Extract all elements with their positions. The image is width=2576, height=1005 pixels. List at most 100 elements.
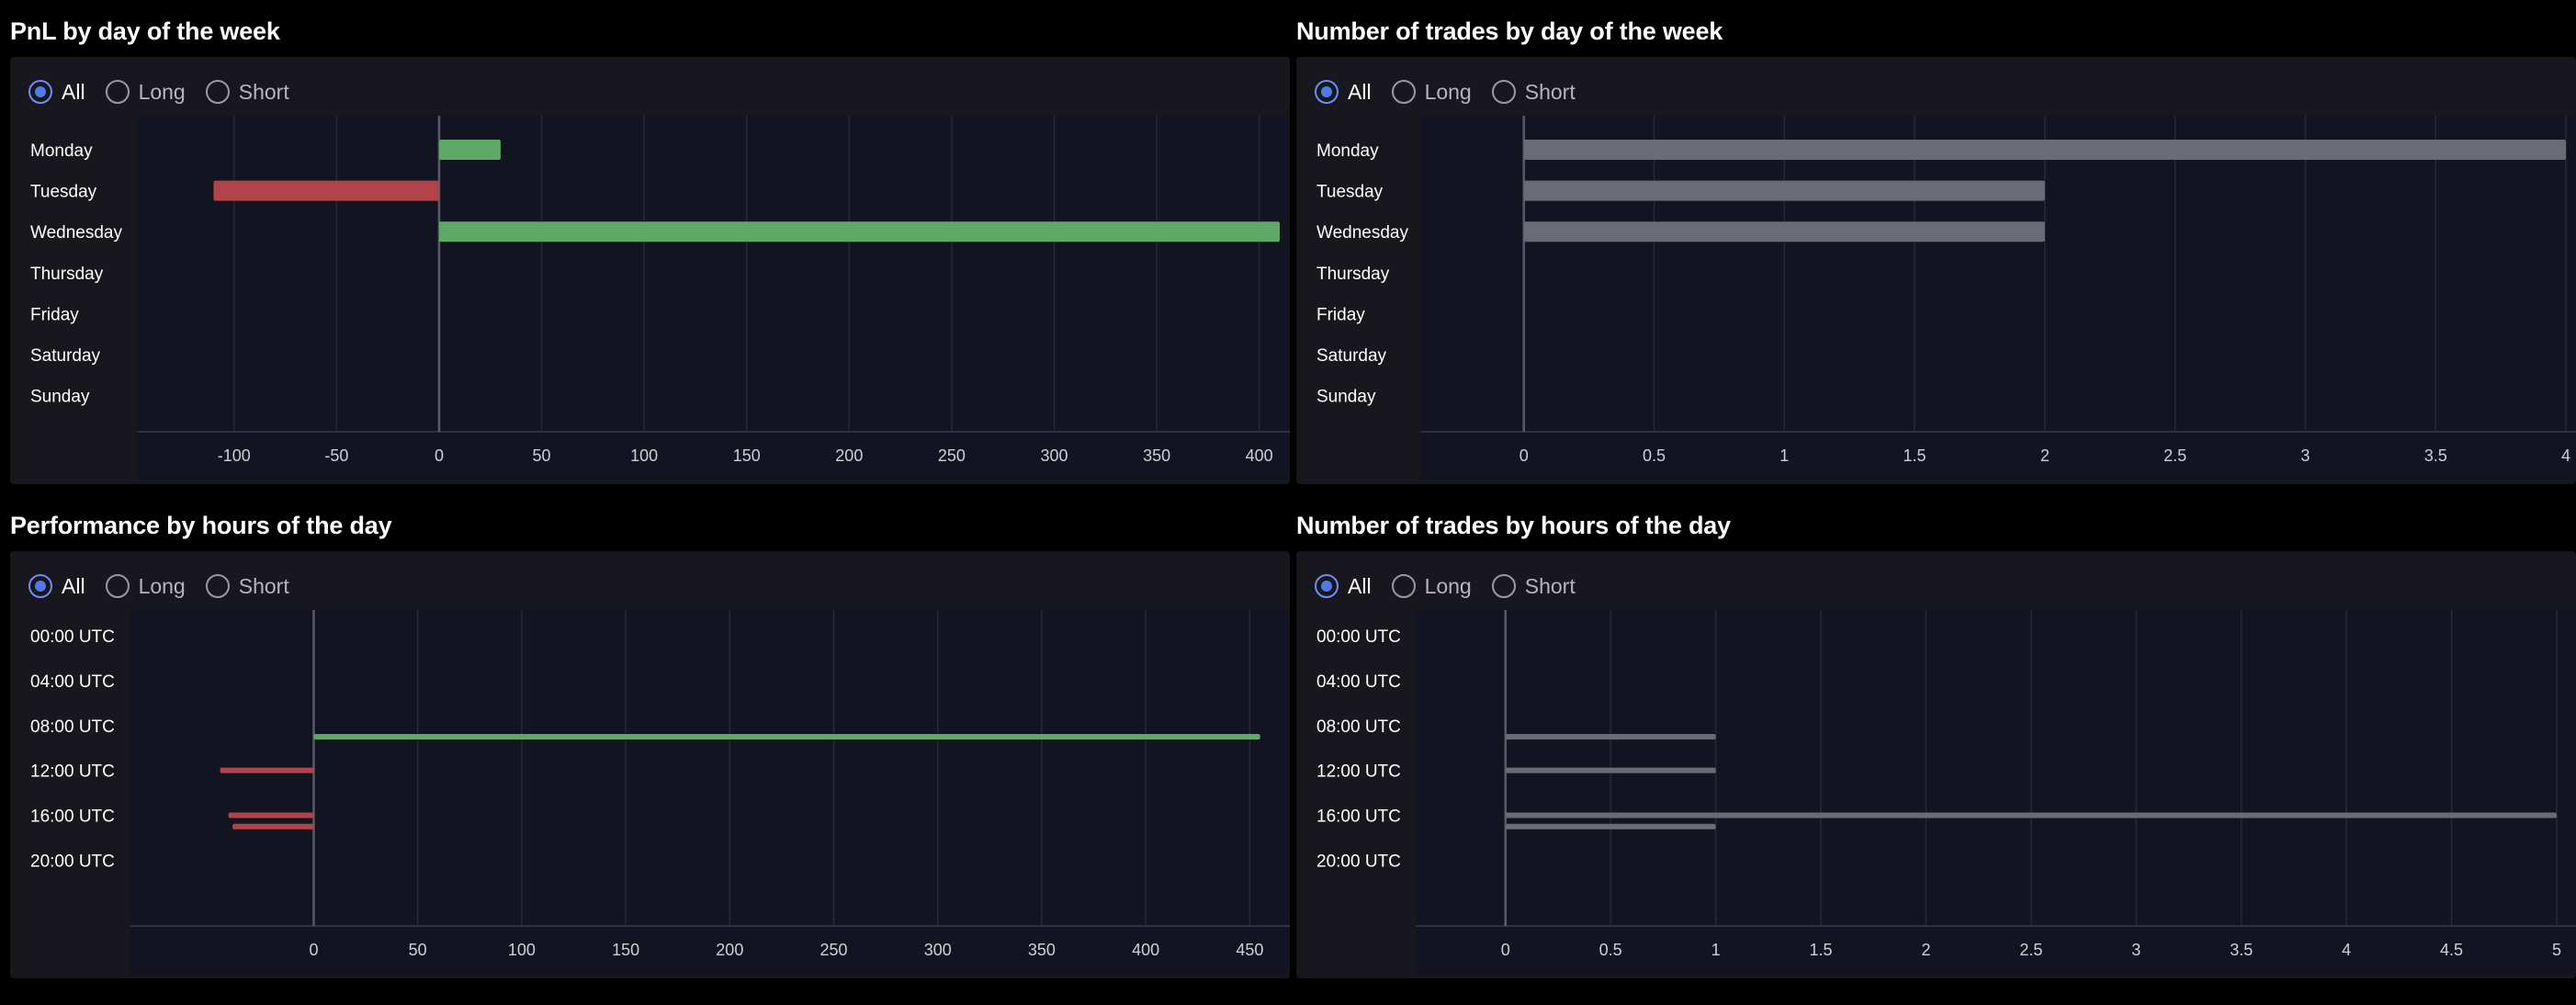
radio-circle-icon [205, 574, 230, 598]
chart-title-trades-by-hour: Number of trades by hours of the day [1296, 512, 1731, 539]
radio-circle-icon [1315, 574, 1339, 598]
filter-radio-all[interactable]: All [1315, 80, 1372, 105]
bar[interactable] [232, 823, 314, 830]
bar[interactable] [438, 140, 501, 160]
filter-radio-long[interactable]: Long [105, 573, 186, 599]
chart-panel-trades-by-day: All Long Short 0 0.5 1 1.5 2 2.5 3 3.5 4 Monday Tues… [1296, 57, 2576, 484]
x-tick-label: 100 [508, 941, 536, 959]
filter-radio-short[interactable]: Short [1491, 573, 1576, 599]
x-tick-label: 250 [820, 941, 848, 959]
filter-radio-all[interactable]: All [28, 80, 85, 105]
filter-radio-all[interactable]: All [28, 574, 85, 599]
filter-radio-short[interactable]: Short [205, 79, 289, 105]
y-category-label: Sunday [30, 388, 90, 407]
chart-title-pnl-by-day: PnL by day of the week [10, 17, 280, 45]
bar[interactable] [438, 221, 1281, 243]
radio-circle-icon [1391, 574, 1416, 598]
x-tick-label: 0.5 [1599, 941, 1622, 959]
filter-radio-long[interactable]: Long [1391, 79, 1472, 105]
x-tick-label: 4.5 [2440, 941, 2463, 959]
x-tick-label: 1.5 [1904, 446, 1926, 465]
y-category-label: Thursday [30, 265, 104, 284]
bar[interactable] [1523, 180, 2045, 201]
bar[interactable] [1505, 812, 2557, 819]
x-tick-label: 450 [1236, 941, 1263, 959]
x-tick-label: 2.5 [2164, 446, 2186, 465]
x-tick-label: 2.5 [2019, 941, 2042, 959]
filter-radio-label: All [1348, 79, 1372, 104]
filter-radio-long[interactable]: Long [105, 80, 186, 105]
x-tick-label: -100 [218, 446, 251, 465]
x-tick-label: 0 [1501, 941, 1510, 959]
filter-radio-long[interactable]: Long [1391, 573, 1472, 599]
x-tick-label: 2 [1921, 941, 1930, 959]
filter-radio-label: Long [1424, 79, 1472, 104]
x-tick-label: 400 [1246, 446, 1273, 465]
y-category-label: Monday [1316, 141, 1379, 161]
y-category-label: Tuesday [30, 183, 97, 202]
filter-radio-label: Long [1424, 573, 1472, 598]
chart-svg: 0 50 100 150 200 250 300 350 400 450 00:00 UTC 04:0… [30, 610, 1290, 975]
bar[interactable] [1505, 767, 1716, 774]
filter-radio-group: All Long Short [28, 570, 310, 603]
x-tick-label: 150 [733, 446, 761, 465]
plot-background [130, 610, 1290, 975]
filter-radio-label: All [62, 573, 85, 598]
filter-radio-all[interactable]: All [1315, 574, 1372, 599]
x-tick-label: 50 [409, 941, 427, 959]
x-tick-label: 4 [2342, 941, 2351, 959]
bar[interactable] [313, 733, 1260, 740]
y-category-label: 16:00 UTC [30, 807, 115, 827]
filter-radio-short[interactable]: Short [1491, 79, 1576, 105]
x-tick-label: 3.5 [2424, 446, 2447, 465]
y-category-label: 08:00 UTC [30, 717, 115, 737]
y-category-label: Tuesday [1316, 183, 1384, 202]
x-tick-label: 3 [2300, 446, 2310, 465]
y-category-label: 20:00 UTC [1316, 852, 1401, 871]
bar[interactable] [1505, 823, 1716, 830]
bar[interactable] [1523, 140, 2566, 160]
filter-radio-label: Long [138, 573, 186, 598]
x-tick-label: 3 [2131, 941, 2141, 959]
y-category-label: 16:00 UTC [1316, 807, 1401, 827]
radio-circle-icon [1491, 574, 1516, 598]
bar[interactable] [220, 767, 314, 774]
filter-radio-group: All Long Short [1315, 75, 1596, 108]
bar[interactable] [1505, 733, 1716, 740]
radio-circle-icon [1391, 80, 1416, 104]
x-tick-label: 0 [309, 941, 318, 959]
chart-area: 0 50 100 150 200 250 300 350 400 450 00:00 UTC 04:0… [10, 610, 1290, 975]
y-category-label: Monday [30, 141, 93, 161]
x-tick-label: 0 [435, 446, 444, 465]
radio-circle-icon [205, 80, 230, 104]
y-category-label: 08:00 UTC [1316, 717, 1401, 737]
filter-radio-label: Short [238, 573, 289, 598]
filter-radio-label: Short [1524, 79, 1576, 104]
chart-svg: 0 0.5 1 1.5 2 2.5 3 3.5 4 Monday Tuesday Wednesday T… [1316, 116, 2576, 480]
x-tick-label: -50 [324, 446, 348, 465]
x-tick-label: 1 [1712, 941, 1721, 959]
x-tick-label: 50 [533, 446, 551, 465]
x-tick-label: 5 [2552, 941, 2561, 959]
y-category-label: Wednesday [1316, 223, 1408, 243]
plot-background [137, 116, 1290, 480]
x-tick-label: 3.5 [2230, 941, 2253, 959]
x-tick-label: 400 [1132, 941, 1159, 959]
x-tick-label: 0.5 [1643, 446, 1666, 465]
bar[interactable] [228, 812, 314, 819]
x-tick-label: 300 [924, 941, 952, 959]
chart-svg: -100 -50 0 50 100 150 200 250 300 350 400 Monday Tue… [30, 116, 1290, 480]
plot-background [1416, 610, 2576, 975]
y-category-label: Saturday [30, 346, 101, 366]
filter-radio-label: Short [1524, 573, 1576, 598]
filter-radio-label: Short [238, 79, 289, 104]
radio-circle-icon [105, 80, 130, 104]
bar[interactable] [213, 180, 439, 201]
chart-title-trades-by-day: Number of trades by day of the week [1296, 17, 1723, 45]
y-category-label: 04:00 UTC [1316, 672, 1401, 692]
bar[interactable] [1523, 221, 2045, 243]
x-tick-label: 150 [612, 941, 639, 959]
filter-radio-short[interactable]: Short [205, 573, 289, 599]
x-tick-label: 300 [1040, 446, 1068, 465]
y-category-label: Thursday [1316, 265, 1390, 284]
